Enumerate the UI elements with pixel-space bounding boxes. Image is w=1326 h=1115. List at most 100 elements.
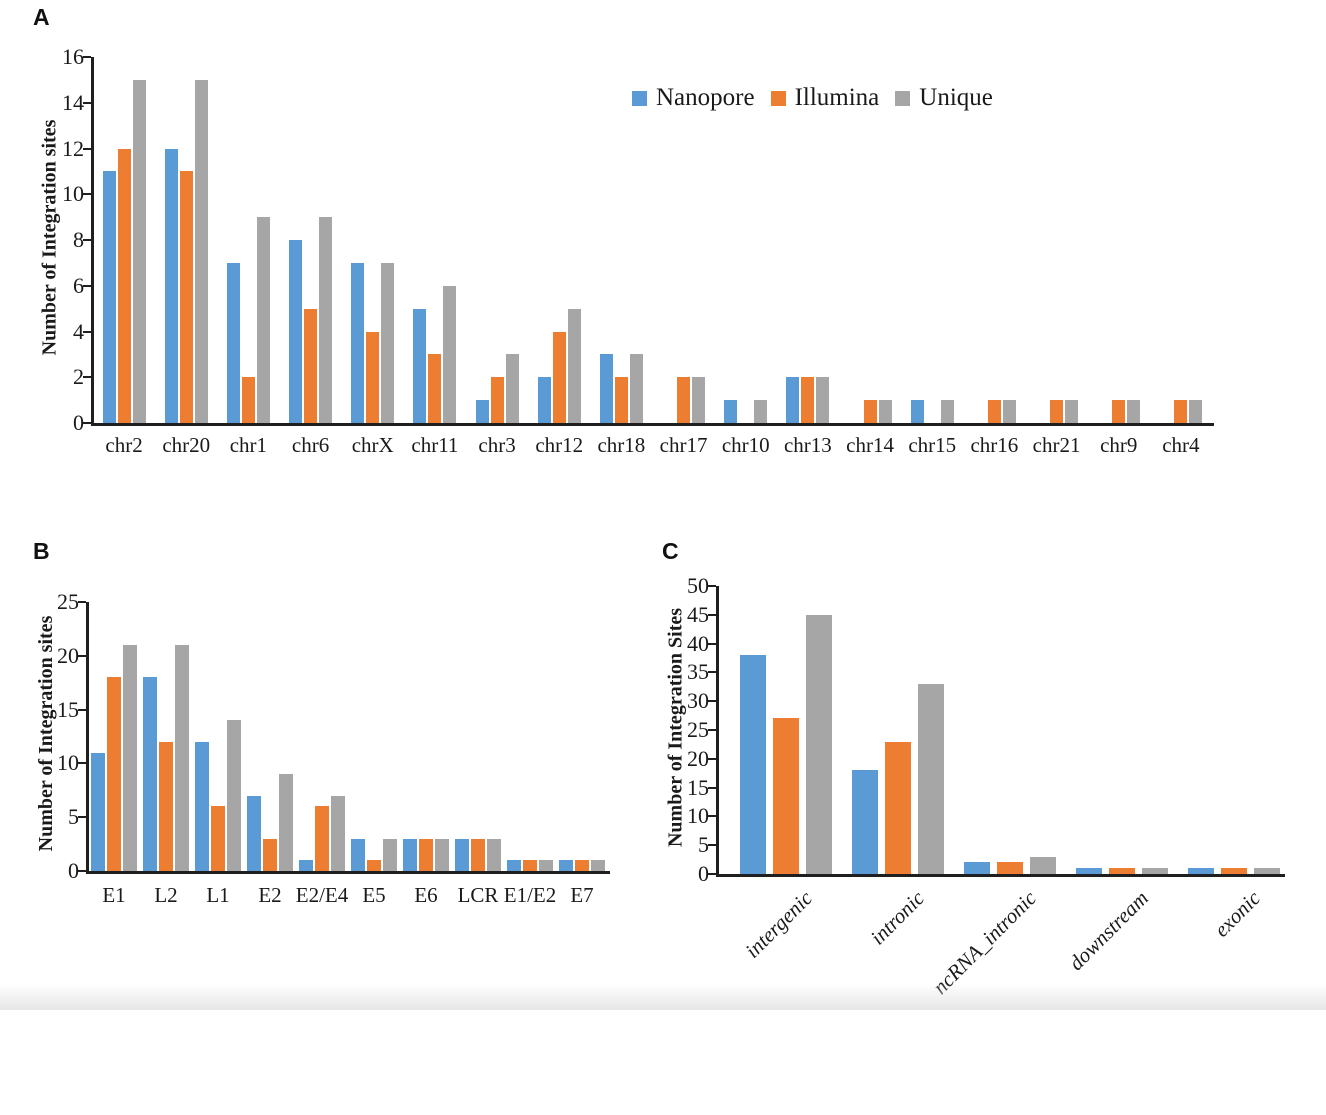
bar-illumina-chr3 — [490, 377, 504, 423]
bar-illumina-E7 — [575, 860, 589, 871]
x-category-label-a: chr21 — [1032, 433, 1081, 457]
y-tick-label-b: 10 — [57, 750, 79, 776]
x-category-label-b: E1/E2 — [503, 883, 557, 907]
y-tick-label-b: 15 — [57, 696, 79, 722]
bar-illumina-exonic — [1221, 868, 1247, 874]
bar-nanopore-chr3 — [475, 400, 489, 423]
y-tick-mark-b — [78, 601, 86, 603]
bar-illumina-chr16 — [987, 400, 1001, 423]
y-tick-label-c: 30 — [687, 688, 709, 714]
y-tick-label-c: 50 — [687, 573, 709, 598]
x-category-label-a: chr14 — [846, 433, 894, 457]
y-tick-mark-b — [78, 762, 86, 765]
bar-nanopore-intergenic — [740, 655, 766, 874]
x-category-label-b: L1 — [206, 883, 230, 907]
y-tick-mark-a — [83, 193, 91, 196]
y-tick-label-a: 14 — [62, 89, 84, 115]
bar-unique-intergenic — [806, 614, 832, 874]
y-axis-line-a — [91, 57, 94, 426]
bar-nanopore-chr10 — [724, 400, 738, 423]
bar-nanopore-E2/E4 — [299, 860, 313, 871]
bar-unique-chr9 — [1127, 400, 1141, 423]
bar-illumina-chr13 — [801, 377, 815, 423]
y-tick-mark-c — [708, 844, 716, 847]
y-tick-label-c: 35 — [687, 659, 709, 685]
bar-unique-LCR — [487, 838, 501, 871]
bar-illumina-intronic — [885, 741, 911, 874]
bar-unique-chr18 — [629, 354, 643, 423]
bar-nanopore-E1 — [91, 752, 105, 871]
legend-item-nanopore: Nanopore — [632, 84, 755, 112]
x-category-label-a: chr1 — [229, 433, 268, 457]
bar-nanopore-E1/E2 — [507, 860, 521, 871]
y-tick-mark-a — [83, 101, 91, 104]
y-tick-mark-a — [83, 147, 91, 150]
x-category-label-a: chr16 — [970, 433, 1019, 457]
bar-unique-chrX — [381, 262, 395, 423]
bar-nanopore-LCR — [455, 838, 469, 871]
bar-unique-intronic — [918, 683, 944, 874]
y-tick-label-a: 0 — [73, 410, 84, 435]
bar-illumina-E5 — [367, 860, 381, 871]
panel-label-b: B — [33, 538, 50, 564]
bar-unique-chr16 — [1002, 400, 1016, 423]
y-tick-mark-c — [708, 815, 716, 818]
y-tick-label-c: 0 — [698, 861, 709, 886]
bar-illumina-E1/E2 — [523, 860, 537, 871]
bar-illumina-chr1 — [241, 377, 255, 423]
y-tick-label-a: 2 — [73, 364, 84, 390]
bar-illumina-chr11 — [428, 354, 442, 423]
bar-unique-E7 — [591, 860, 605, 871]
x-category-label-a: chr17 — [659, 433, 708, 457]
x-category-label-a: chr10 — [721, 433, 770, 457]
legend-item-illumina: Illumina — [770, 84, 880, 112]
bar-unique-chr20 — [194, 79, 208, 423]
bar-illumina-chr6 — [304, 308, 318, 423]
bar-nanopore-chr1 — [226, 262, 240, 423]
bar-illumina-chr9 — [1112, 400, 1126, 423]
y-tick-mark-c — [708, 786, 716, 789]
bar-unique-chr21 — [1065, 400, 1079, 423]
x-category-label-b: E5 — [362, 883, 386, 907]
bar-unique-ncRNA_intronic — [1030, 856, 1056, 874]
bar-illumina-E6 — [419, 838, 433, 871]
y-tick-mark-c — [708, 729, 716, 731]
y-tick-mark-c — [708, 873, 716, 875]
bar-nanopore-L2 — [143, 677, 157, 871]
x-category-label-b: E2 — [258, 883, 282, 907]
bar-unique-chr13 — [816, 377, 830, 423]
bar-unique-E2 — [279, 774, 293, 871]
y-tick-mark-c — [708, 642, 716, 645]
chart-layer: 0 2 4 6 8 10 12 14 16 chr2 chr20 chr1 chr6 chrX chr11 c… — [57, 44, 1285, 999]
y-tick-label-a: 10 — [62, 181, 84, 207]
y-tick-mark-a — [83, 422, 91, 424]
bar-unique-chr14 — [878, 400, 892, 423]
x-axis-line-b — [86, 871, 610, 874]
bar-illumina-chr2 — [117, 148, 131, 423]
bar-unique-chr2 — [132, 79, 146, 423]
bar-unique-chr6 — [319, 217, 333, 423]
bar-nanopore-downstream — [1076, 868, 1102, 874]
y-tick-label-c: 10 — [687, 803, 709, 829]
y-tick-label-b: 0 — [68, 858, 79, 883]
bar-unique-chr1 — [256, 217, 270, 423]
y-tick-label-a: 12 — [62, 135, 84, 161]
y-tick-label-c: 15 — [687, 774, 709, 800]
y-tick-label-c: 45 — [687, 601, 709, 627]
bar-nanopore-chr6 — [289, 240, 303, 423]
bar-unique-E2/E4 — [331, 795, 345, 871]
x-category-label-a: chr13 — [783, 433, 832, 457]
bar-unique-chr11 — [443, 285, 457, 423]
bar-unique-chr4 — [1189, 400, 1203, 423]
x-category-label-b: E6 — [414, 883, 438, 907]
legend-label-illumina: Illumina — [794, 84, 880, 111]
x-category-label-a: chr6 — [291, 433, 330, 457]
bar-nanopore-chr13 — [786, 377, 800, 423]
y-tick-label-c: 40 — [687, 630, 709, 656]
bar-nanopore-chrX — [351, 262, 365, 423]
bar-illumina-chr20 — [179, 171, 193, 423]
bar-nanopore-chr15 — [910, 400, 924, 423]
bar-nanopore-chr12 — [537, 377, 551, 423]
x-category-label-a: chr3 — [478, 433, 516, 457]
y-tick-mark-b — [78, 870, 86, 872]
